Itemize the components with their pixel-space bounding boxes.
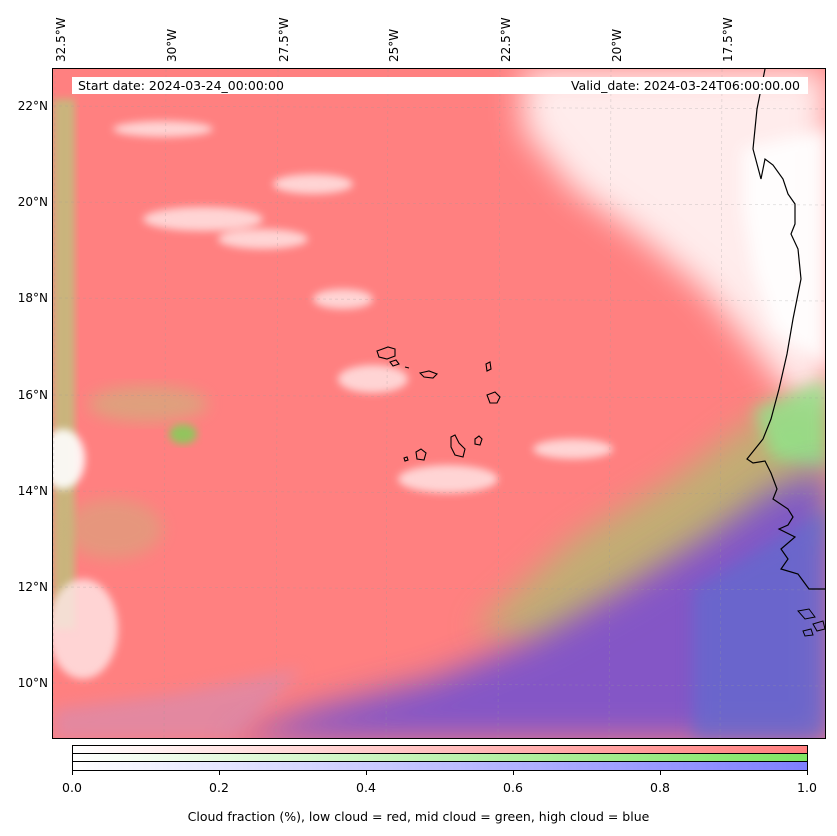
colorbar-tick-label: 0.8 bbox=[650, 780, 670, 795]
lat-label: 16°N bbox=[17, 388, 48, 402]
colorbar-tick-label: 0.2 bbox=[209, 780, 229, 795]
lon-label: 22.5°W bbox=[499, 17, 513, 62]
island-santa-luzia bbox=[404, 366, 410, 369]
island-santiago bbox=[450, 434, 466, 458]
colorbar-tick-label: 1.0 bbox=[797, 780, 817, 795]
lon-label: 20°W bbox=[610, 28, 624, 62]
lat-label: 12°N bbox=[17, 580, 48, 594]
high-cloud-edge bbox=[53, 669, 303, 738]
high-cloud-field bbox=[228, 469, 825, 738]
island-brava bbox=[403, 456, 409, 462]
colorbar-tick-label: 0.4 bbox=[356, 780, 376, 795]
colorbar-tickmark bbox=[660, 771, 661, 775]
mid-cloud-band bbox=[473, 399, 825, 649]
colorbar-tickmark bbox=[807, 771, 808, 775]
mid-cloud-patch bbox=[169, 424, 197, 444]
lon-label: 32.5°W bbox=[54, 17, 68, 62]
clear-sky-coast bbox=[743, 129, 825, 368]
lat-label: 20°N bbox=[17, 195, 48, 209]
colorbar-low-cloud bbox=[73, 746, 807, 754]
lat-label: 22°N bbox=[17, 99, 48, 113]
valid-date-label: Valid_date: 2024-03-24T06:00:00.00 bbox=[570, 78, 800, 93]
start-date-label: Start date: 2024-03-24_00:00:00 bbox=[78, 78, 284, 93]
lat-label: 14°N bbox=[17, 484, 48, 498]
lat-label: 10°N bbox=[17, 676, 48, 690]
lon-label: 17.5°W bbox=[721, 17, 735, 62]
island-maio bbox=[474, 435, 483, 446]
colorbar-tickmark bbox=[72, 771, 73, 775]
mid-cloud-patch bbox=[63, 499, 163, 559]
mid-cloud-coast bbox=[753, 379, 825, 469]
gridlines bbox=[53, 69, 825, 738]
west-africa-coastline bbox=[746, 69, 825, 590]
colorbar bbox=[72, 745, 808, 771]
mid-cloud-left-edge bbox=[53, 99, 75, 629]
lon-label: 30°W bbox=[165, 28, 179, 62]
island-boa-vista bbox=[486, 391, 501, 404]
colorbar-tickmark bbox=[366, 771, 367, 775]
colorbar-tick-label: 0.0 bbox=[62, 780, 82, 795]
colorbar-label: Cloud fraction (%), low cloud = red, mid… bbox=[187, 809, 650, 824]
colorbar-high-cloud bbox=[73, 762, 807, 770]
island-santo-antao bbox=[376, 346, 396, 360]
bissagos-islands bbox=[797, 608, 825, 637]
colorbar-tickmark bbox=[513, 771, 514, 775]
cape-verde-islands bbox=[376, 346, 501, 462]
clear-sky-left bbox=[53, 429, 85, 489]
lon-label: 25°W bbox=[387, 28, 401, 62]
high-cloud-east bbox=[693, 510, 825, 738]
mid-cloud-patch bbox=[88, 386, 208, 422]
island-fogo bbox=[415, 448, 427, 461]
scattered-clear-patches bbox=[53, 121, 613, 679]
lat-label: 18°N bbox=[17, 291, 48, 305]
lon-label: 27.5°W bbox=[277, 17, 291, 62]
island-sao-nicolau bbox=[418, 370, 438, 379]
colorbar-tickmark bbox=[219, 771, 220, 775]
colorbar-tick-label: 0.6 bbox=[503, 780, 523, 795]
island-sao-vicente bbox=[389, 359, 400, 367]
cloud-fraction-map bbox=[52, 68, 826, 739]
colorbar-mid-cloud bbox=[73, 754, 807, 762]
map-canvas bbox=[53, 69, 825, 738]
date-header: Start date: 2024-03-24_00:00:00 Valid_da… bbox=[72, 77, 808, 94]
island-sal bbox=[485, 361, 492, 372]
